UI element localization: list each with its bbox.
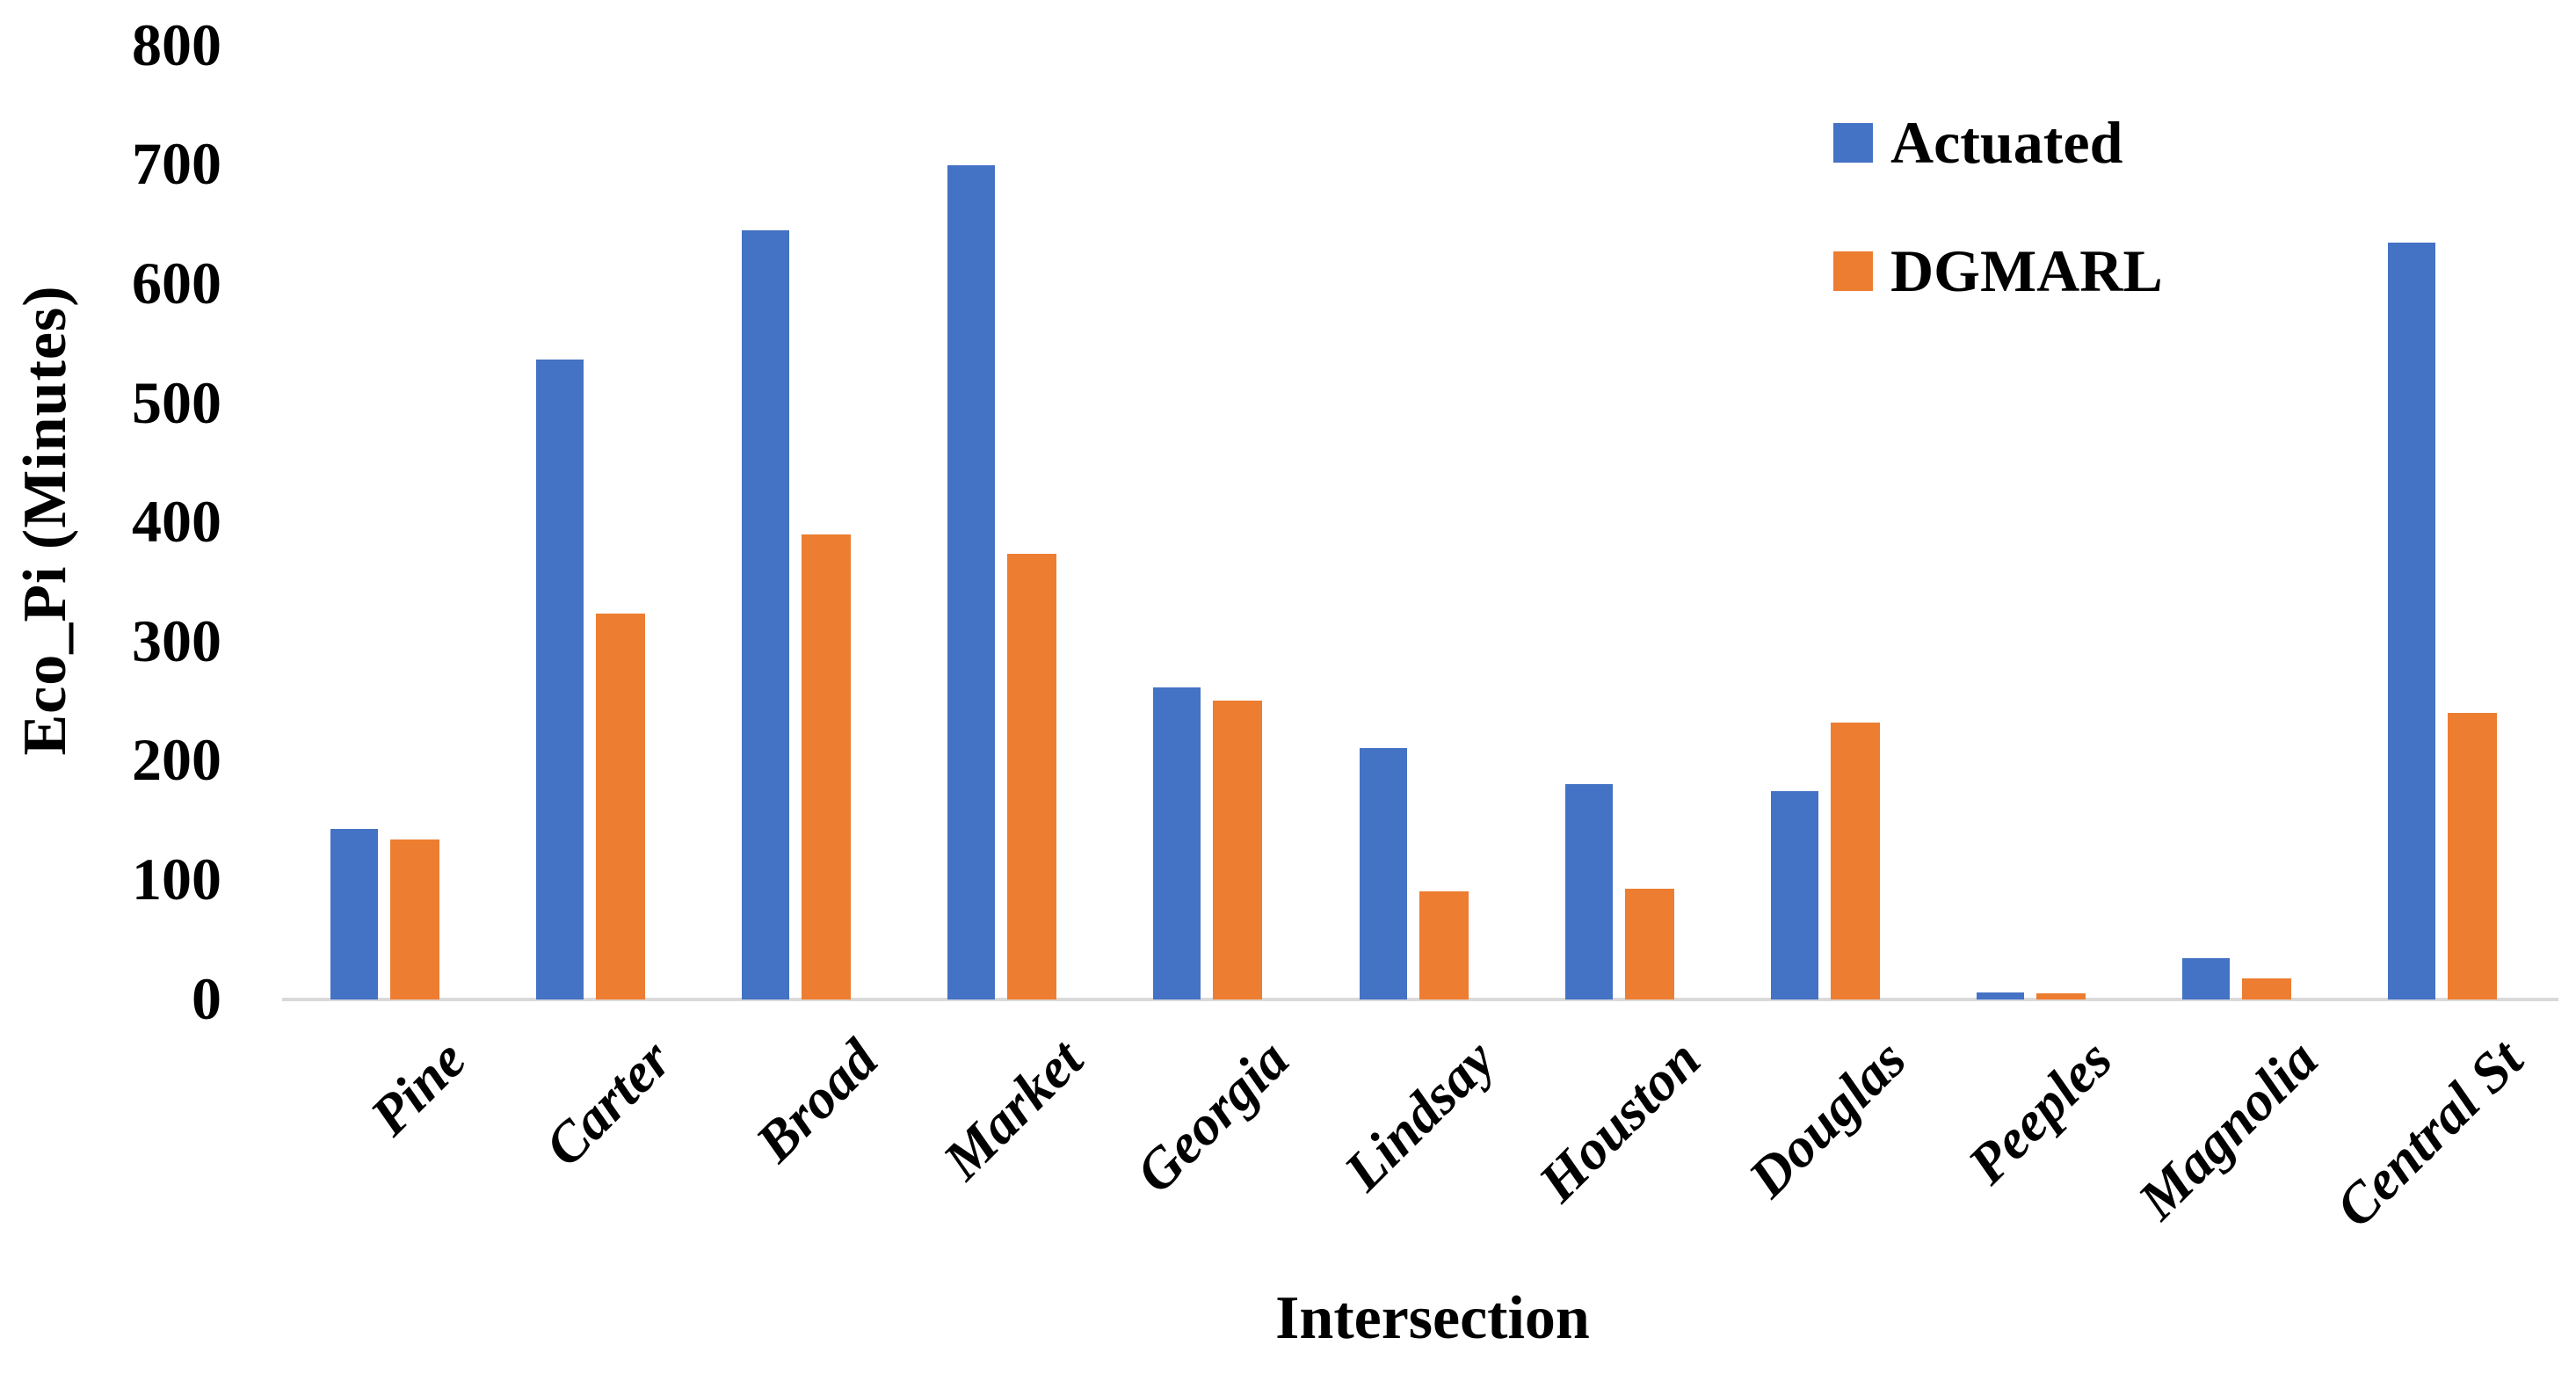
y-tick-label-300: 300 — [132, 607, 221, 674]
bar-actuated-broad — [742, 230, 789, 999]
y-tick-label-500: 500 — [132, 368, 221, 436]
bar-actuated-market — [947, 165, 995, 999]
bar-actuated-central-st — [2388, 243, 2435, 999]
y-tick-label-0: 0 — [192, 964, 221, 1032]
legend-label-actuated: Actuated — [1890, 109, 2123, 176]
legend-swatch-actuated — [1833, 122, 1873, 163]
y-tick-label-100: 100 — [132, 846, 221, 912]
legend-item-dgmarl: DGMARL — [1833, 241, 2163, 301]
bar-dgmarl-georgia — [1213, 701, 1262, 999]
bar-dgmarl-central-st — [2448, 713, 2497, 999]
x-axis-line — [282, 998, 2558, 1001]
bar-actuated-pine — [330, 829, 378, 999]
bar-actuated-magnolia — [2182, 958, 2230, 999]
bar-dgmarl-market — [1007, 554, 1056, 999]
bar-actuated-georgia — [1153, 687, 1201, 999]
bar-actuated-houston — [1565, 784, 1613, 999]
bar-dgmarl-broad — [802, 534, 851, 999]
bar-dgmarl-douglas — [1831, 723, 1880, 999]
bar-actuated-lindsay — [1360, 748, 1407, 999]
bar-actuated-douglas — [1771, 791, 1818, 999]
bar-actuated-carter — [536, 360, 584, 999]
legend-swatch-dgmarl — [1833, 251, 1873, 291]
y-tick-label-800: 800 — [132, 11, 221, 78]
x-axis-title: Intersection — [1275, 1284, 1590, 1352]
y-tick-label-600: 600 — [132, 249, 221, 316]
bar-dgmarl-pine — [390, 840, 439, 999]
legend-item-actuated: Actuated — [1833, 113, 2163, 172]
bar-dgmarl-carter — [596, 614, 645, 999]
y-tick-label-400: 400 — [132, 488, 221, 556]
bar-actuated-peeples — [1977, 992, 2024, 999]
y-tick-label-200: 200 — [132, 726, 221, 794]
bar-dgmarl-houston — [1625, 889, 1674, 999]
bar-dgmarl-magnolia — [2242, 978, 2291, 999]
legend: Actuated DGMARL — [1833, 113, 2163, 369]
legend-label-dgmarl: DGMARL — [1890, 237, 2163, 304]
y-tick-label-700: 700 — [132, 130, 221, 198]
bar-dgmarl-peeples — [2036, 993, 2086, 999]
bar-dgmarl-lindsay — [1419, 891, 1469, 999]
